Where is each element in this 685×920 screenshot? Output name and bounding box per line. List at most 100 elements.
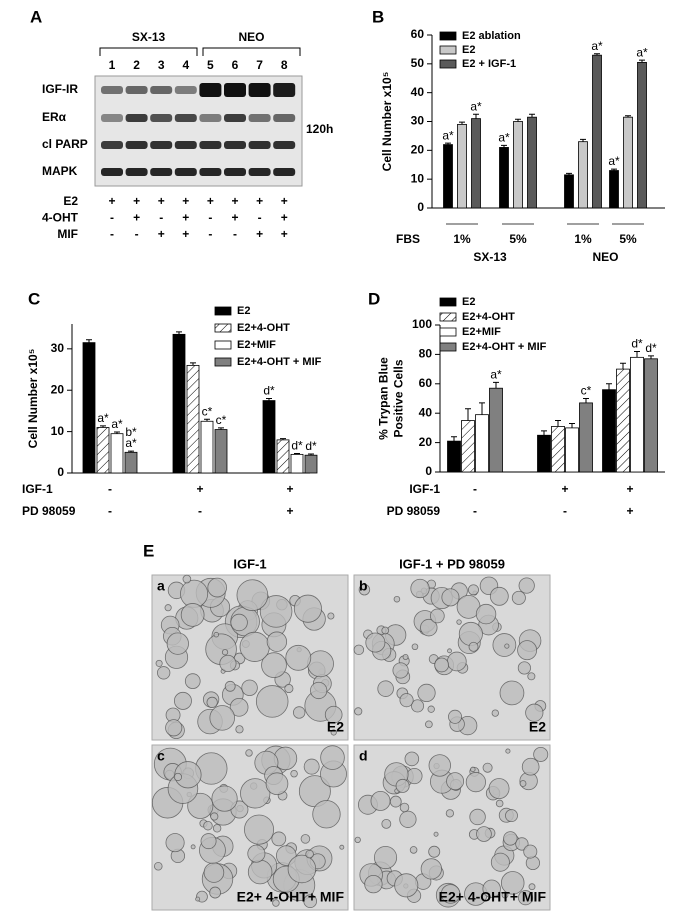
legend-label: E2+4-OHT + MIF [237,356,322,368]
cell [504,643,510,649]
treatment-sign: + [158,194,165,208]
error-bar [479,402,485,415]
lane-number: 2 [133,58,140,72]
cell [395,778,410,793]
cell [482,762,493,773]
error-bar [555,420,561,427]
treatment-label: MIF [57,227,78,241]
cell [521,757,540,776]
error-bar [445,142,451,145]
cell [180,603,205,627]
error-bar [541,430,547,436]
x-tick-label: 5% [619,232,637,246]
treatment-sign: + [182,227,189,241]
y-axis-title: Cell Number x10⁵ [380,72,394,172]
cell [303,758,320,775]
legend-swatch [214,323,232,333]
cell [389,795,402,808]
cell [518,577,535,594]
treatment-sign: + [108,194,115,208]
cell [411,643,419,651]
bar [200,420,214,474]
bar [602,389,616,473]
group-label: NEO [592,250,618,264]
cell [381,626,390,635]
cell [410,578,430,599]
condition-sign: + [286,504,293,518]
cell [271,831,287,847]
cell [307,650,334,678]
cell [266,631,288,652]
cell [458,621,483,646]
band [125,86,148,94]
cell [235,725,244,734]
bar [592,54,602,209]
band [224,83,246,97]
treatment-sign: - [208,227,212,241]
micrograph-caption: E2 [529,719,546,735]
band [199,141,222,149]
band [150,114,173,122]
legend-label: E2 [462,44,475,56]
cell [339,844,345,850]
legend-swatch [439,31,457,41]
cell [187,792,214,819]
y-tick-label: 20 [51,382,65,396]
band [224,168,246,176]
cell [409,846,418,854]
cell [370,790,391,811]
cell [221,649,229,656]
cell [490,852,510,872]
cell [440,884,461,904]
error-bar [204,418,210,422]
treatment-label: E2 [63,194,78,208]
bar [630,356,644,473]
cell [428,754,451,777]
condition-label: PD 98059 [387,504,441,518]
cell [519,780,527,787]
bar [475,414,489,473]
cell [392,662,409,679]
cell [500,871,525,895]
micrograph-caption: E2+ 4-OHT+ MIF [439,889,547,905]
bar [527,116,537,209]
y-tick-label: 60 [419,376,433,390]
error-bar [648,355,654,359]
significance-label: c* [581,384,592,398]
significance-label: b* [125,425,137,439]
cell [364,874,383,894]
cell [495,799,504,808]
bracket [202,47,301,56]
y-tick-label: 80 [419,347,433,361]
bar [616,368,630,473]
band [101,168,123,176]
band [125,168,148,176]
y-tick-label: 10 [51,424,65,438]
condition-sign: - [108,504,112,518]
significance-label: c* [216,413,227,427]
error-bar [611,168,617,171]
bar [443,144,453,209]
x-row-label: FBS [396,232,420,246]
cell [284,683,294,694]
lane-number: 3 [158,58,165,72]
cell [157,666,171,680]
cell [475,603,497,625]
cell [292,706,306,719]
treatment-sign: + [281,211,288,225]
panel-label: B [372,7,384,26]
y-tick-label: 20 [419,435,433,449]
y-tick-label: 60 [411,27,425,41]
cell [305,849,314,859]
cell [358,583,371,596]
cell [303,894,318,909]
bar [124,451,138,474]
micrograph-caption: E2 [327,719,344,735]
significance-label: d* [263,384,275,398]
micrograph-letter: d [359,748,368,764]
row-label: MAPK [42,164,78,178]
significance-label: a* [498,131,510,145]
cell [517,661,531,675]
cell [164,604,172,612]
significance-label: a* [125,436,137,450]
